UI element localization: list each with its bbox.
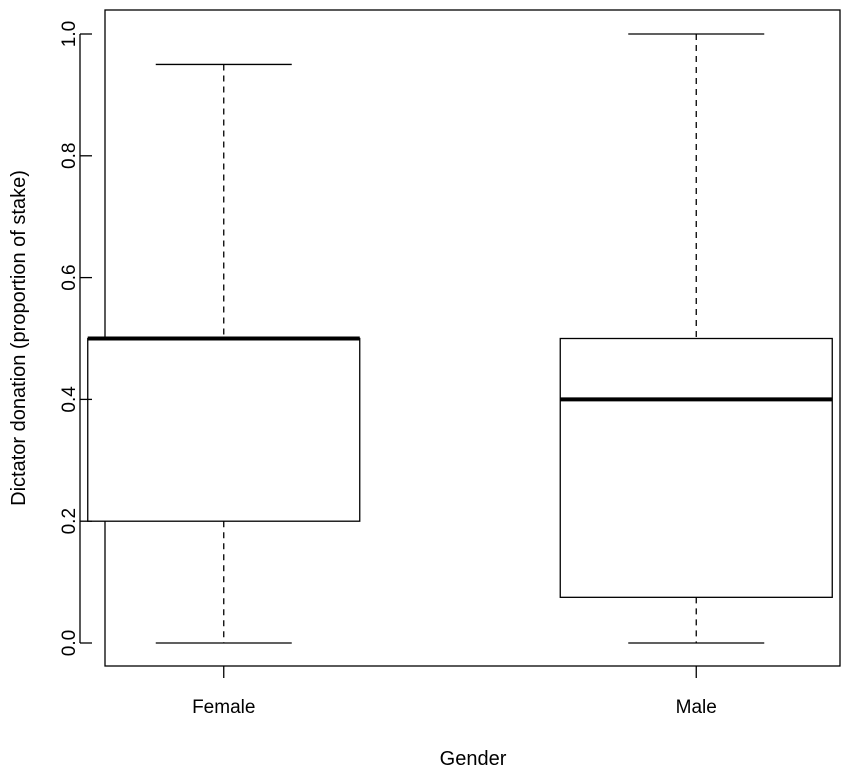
y-tick-label: 0.6: [59, 264, 80, 290]
x-axis: Female Male: [192, 666, 717, 718]
iqr-box: [87, 337, 361, 522]
x-tick-label: Female: [192, 697, 255, 718]
box-female: [87, 63, 361, 644]
y-tick-label: 0.2: [59, 508, 80, 534]
y-tick-label: 0.0: [59, 630, 80, 656]
y-tick-label: 1.0: [59, 21, 80, 47]
x-axis-title: Gender: [440, 748, 507, 770]
y-tick-label: 0.4: [59, 386, 80, 413]
box-male: [559, 33, 833, 644]
y-axis-title: Dictator donation (proportion of stake): [8, 170, 30, 506]
x-tick-label: Male: [676, 697, 717, 718]
iqr-box: [559, 337, 833, 598]
y-tick-label: 0.8: [59, 143, 80, 169]
y-axis: 0.0 0.2 0.4 0.6 0.8 1.0: [59, 21, 92, 656]
boxes-layer: [87, 33, 833, 644]
